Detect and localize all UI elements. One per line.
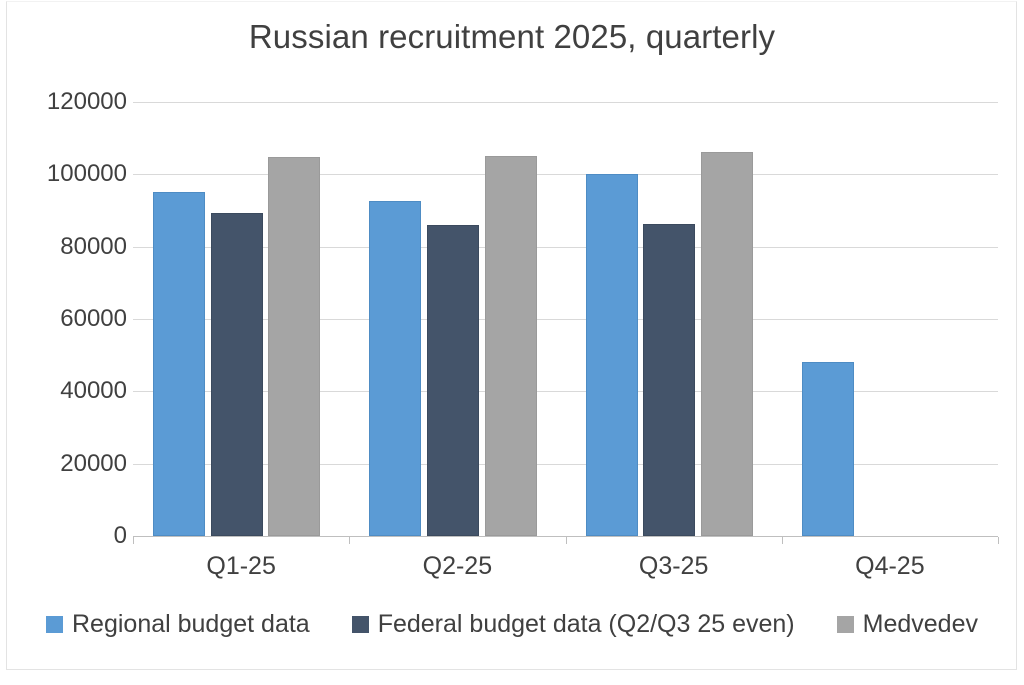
legend-swatch-icon bbox=[46, 616, 63, 633]
bar[interactable] bbox=[268, 156, 321, 536]
gridline bbox=[133, 463, 998, 465]
legend-swatch-icon bbox=[351, 616, 369, 633]
y-axis-tick-label: 20000 bbox=[60, 449, 127, 477]
x-axis-line bbox=[133, 536, 998, 537]
y-axis-tick-label: 0 bbox=[113, 522, 127, 549]
gridline bbox=[133, 319, 998, 320]
legend-label: Medvedev bbox=[862, 610, 978, 638]
y-axis-tick-label: 80000 bbox=[60, 232, 127, 260]
bar[interactable] bbox=[801, 362, 854, 536]
x-axis-tick bbox=[133, 537, 134, 544]
x-axis-tick bbox=[781, 537, 783, 544]
y-axis-tick-label: 120000 bbox=[46, 88, 127, 115]
gridline bbox=[133, 174, 998, 176]
bar[interactable] bbox=[210, 213, 263, 536]
gridline bbox=[133, 246, 998, 248]
legend-label: Federal budget data (Q2/Q3 25 even) bbox=[377, 610, 795, 638]
chart-legend: Regional budget data Federal budget data … bbox=[0, 612, 1024, 637]
bar[interactable] bbox=[643, 223, 696, 536]
x-axis-tick bbox=[349, 537, 351, 544]
x-axis-category-label: Q3-25 bbox=[638, 552, 709, 580]
legend-item[interactable]: Federal budget data (Q2/Q3 25 even) bbox=[351, 610, 795, 638]
x-axis-category-label: Q1-25 bbox=[206, 552, 276, 580]
bar[interactable] bbox=[700, 151, 753, 536]
x-axis-category-label: Q2-25 bbox=[422, 552, 493, 580]
bar[interactable] bbox=[484, 155, 537, 536]
bar[interactable] bbox=[153, 192, 205, 536]
x-axis-tick bbox=[565, 537, 567, 544]
gridline bbox=[133, 391, 998, 393]
y-axis-tick-label: 60000 bbox=[60, 305, 127, 332]
legend-item[interactable]: Medvedev bbox=[836, 610, 978, 638]
bar[interactable] bbox=[426, 224, 479, 536]
y-axis-tick-label: 100000 bbox=[46, 160, 127, 188]
plot-area bbox=[133, 102, 998, 537]
legend-label: Regional budget data bbox=[72, 610, 310, 638]
bar[interactable] bbox=[585, 174, 638, 536]
bar[interactable] bbox=[369, 201, 422, 536]
x-axis-tick bbox=[998, 537, 999, 544]
chart-title: Russian recruitment 2025, quarterly bbox=[248, 18, 776, 55]
gridline bbox=[133, 102, 998, 103]
legend-swatch-icon bbox=[836, 616, 854, 633]
legend-item[interactable]: Regional budget data bbox=[46, 612, 310, 637]
x-axis-category-label: Q4-25 bbox=[855, 552, 925, 580]
y-axis-labels: 0 20000 40000 60000 80000 100000 120000 bbox=[0, 0, 127, 685]
y-axis-tick-label: 40000 bbox=[60, 377, 127, 405]
